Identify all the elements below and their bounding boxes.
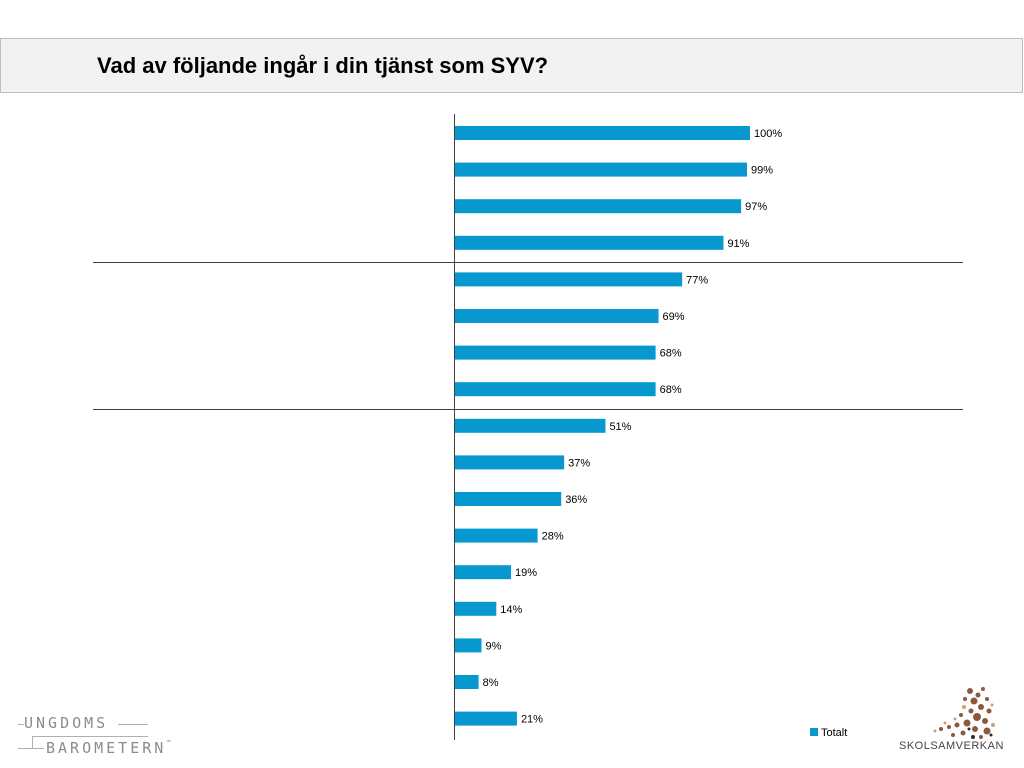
skolsamverkan-dots-icon	[933, 687, 995, 739]
bar-8	[455, 382, 656, 397]
bar-value-label-1: 100%	[754, 128, 782, 140]
title-bar: Vad av följande ingår i din tjänst som S…	[0, 38, 1023, 93]
bar-1	[455, 126, 750, 140]
bar-value-label-3: 97%	[745, 201, 767, 213]
bar-value-label-8: 68%	[660, 384, 682, 396]
bar-3	[455, 199, 742, 214]
chart-title: Vad av följande ingår i din tjänst som S…	[97, 53, 549, 78]
bar-10	[455, 455, 565, 470]
bar-5	[455, 272, 683, 287]
bar-value-label-14: 14%	[500, 604, 522, 616]
bar-17	[455, 711, 517, 726]
bar-value-label-10: 37%	[568, 457, 590, 469]
logo-word-barometern: BAROMETERN™	[46, 739, 174, 757]
bar-value-label-12: 28%	[542, 531, 564, 543]
skolsamverkan-logo: SKOLSAMVERKAN	[895, 685, 1005, 761]
bar-11	[455, 492, 562, 506]
logo-word-ungdoms: UNGDOMS	[24, 714, 109, 732]
bar-4	[455, 235, 724, 250]
bar-13	[455, 565, 512, 580]
bar-16	[455, 675, 479, 689]
bar-12	[455, 528, 538, 543]
bar-value-label-9: 51%	[609, 421, 631, 433]
bar-7	[455, 345, 656, 360]
bar-value-label-13: 19%	[515, 567, 537, 579]
bar-value-label-2: 99%	[751, 165, 773, 177]
bar-value-label-15: 9%	[486, 640, 502, 652]
bar-14	[455, 601, 497, 616]
legend-label: Totalt	[821, 727, 847, 739]
bar-value-label-11: 36%	[565, 494, 587, 506]
bar-value-label-4: 91%	[727, 238, 749, 250]
bar-value-label-5: 77%	[686, 274, 708, 286]
bar-15	[455, 638, 482, 653]
bar-2	[455, 162, 748, 177]
bar-value-label-16: 8%	[483, 677, 499, 689]
bar-value-label-7: 68%	[660, 348, 682, 360]
legend-swatch	[810, 728, 818, 736]
bar-value-label-17: 21%	[521, 714, 543, 726]
ungdomsbarometern-logo: UNGDOMS BAROMETERN™	[18, 712, 188, 760]
bar-6	[455, 309, 659, 323]
bar-value-label-6: 69%	[663, 311, 685, 323]
bar-9	[455, 418, 606, 433]
skolsamverkan-wordmark: SKOLSAMVERKAN	[899, 740, 1004, 752]
